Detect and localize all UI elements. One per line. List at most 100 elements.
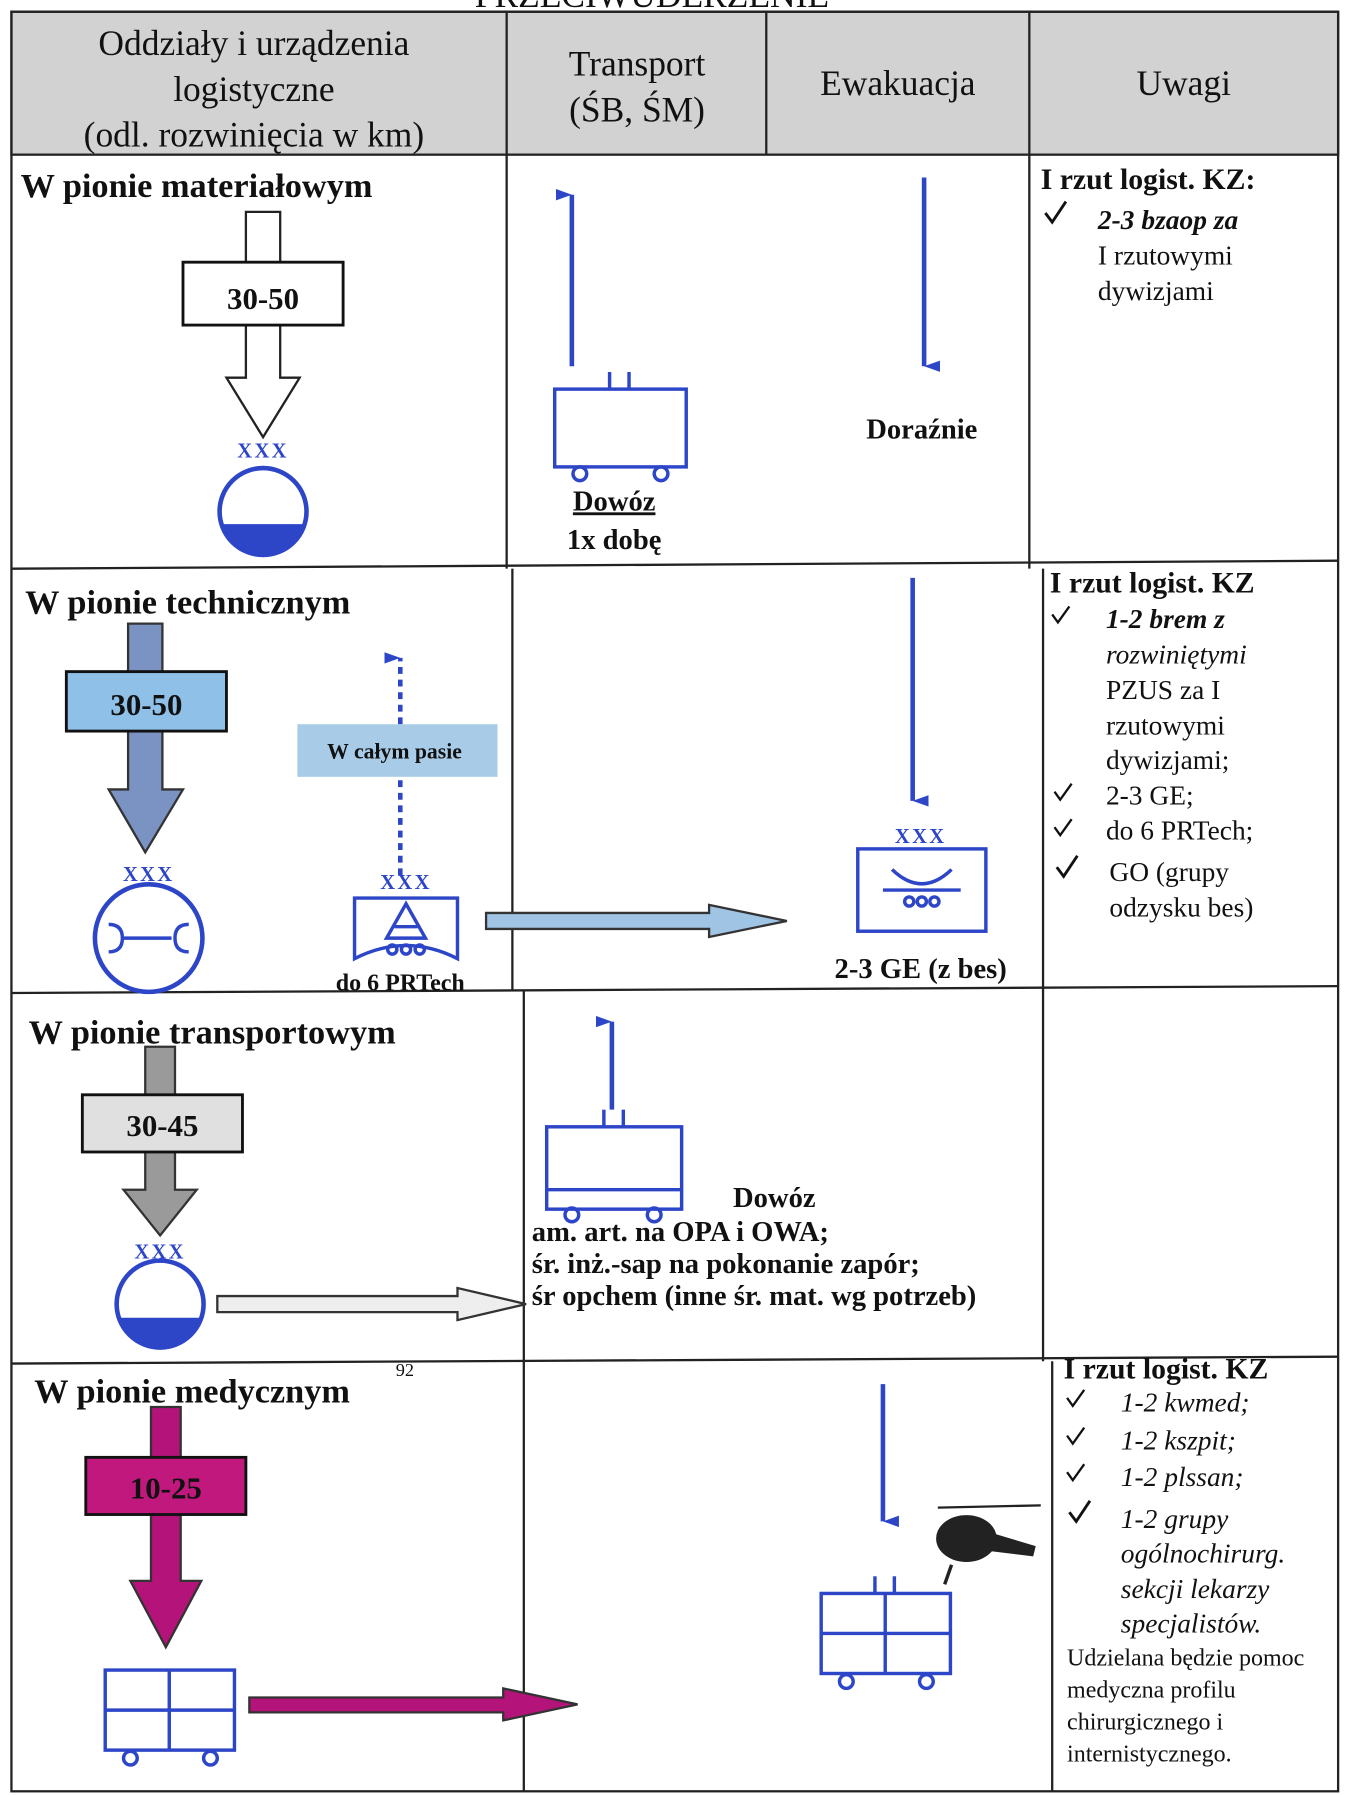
arrow <box>216 1286 527 1322</box>
remarks-line: 1-2 plssan; <box>1121 1462 1244 1492</box>
distance-box <box>64 670 228 733</box>
rotor <box>937 1504 1041 1509</box>
row-line <box>11 984 1339 995</box>
header-cell: (ŚB, ŚM) <box>569 90 705 130</box>
arrow <box>484 903 788 939</box>
transport-label: Dowóz <box>733 1183 816 1214</box>
transport-label: Dowóz <box>573 486 656 517</box>
header-cell: Transport <box>569 44 706 84</box>
footnote: 92 <box>396 1360 414 1380</box>
wheel <box>121 1749 139 1767</box>
transport-label: am. art. na OPA i OWA; <box>532 1217 829 1248</box>
remarks-line: 1-2 kwmed; <box>1121 1388 1250 1418</box>
remarks-line: rzutowymi <box>1106 711 1225 741</box>
unit-icon-fill <box>118 1317 202 1348</box>
remarks-note: internistycznego. <box>1067 1742 1232 1768</box>
med-vehicle-icon <box>103 1668 237 1767</box>
distance-box <box>181 260 345 327</box>
wheel <box>652 465 670 483</box>
distance-box <box>84 1455 248 1516</box>
arrow <box>106 622 186 855</box>
wheel <box>201 1749 220 1767</box>
ge-label: 2-3 GE (z bes) <box>835 954 1007 985</box>
remarks-line: odzysku bes) <box>1109 892 1253 922</box>
helicopter-icon <box>936 1504 1041 1585</box>
unit-symbol: XXX <box>134 1241 185 1263</box>
remarks-line: dywizjami <box>1098 276 1214 306</box>
wheel <box>413 943 427 956</box>
section-title: W pionie materiałowym <box>21 167 373 205</box>
wheel <box>563 1206 581 1224</box>
unit-symbol: XXX <box>123 864 174 886</box>
fuselage <box>936 1515 997 1562</box>
remarks-note: medyczna profilu <box>1067 1678 1236 1704</box>
check-mark <box>1053 783 1073 802</box>
ge-icon <box>856 847 988 933</box>
prtech-symbol <box>383 900 429 940</box>
remarks-line: 2-3 GE; <box>1106 780 1194 810</box>
remarks-line: PZUS za I <box>1106 675 1220 705</box>
wheel <box>928 895 941 908</box>
header-cell: logistyczne <box>173 69 334 109</box>
distance: 30-45 <box>126 1108 198 1143</box>
remarks-line: ogólnochirurg. <box>1121 1539 1285 1569</box>
check-mark <box>1053 818 1073 838</box>
table-border <box>10 10 1340 1793</box>
check-mark <box>1055 854 1079 879</box>
unit-symbol: XXX <box>380 872 431 894</box>
wheel <box>385 943 399 956</box>
wheel <box>915 895 929 908</box>
remarks-line: GO (grupy <box>1109 857 1229 887</box>
unit-symbol: XXX <box>237 441 288 463</box>
transport-label: śr. inż.-sap na pokonanie zapór; <box>532 1249 920 1280</box>
evacuation-label: Doraźnie <box>866 414 977 445</box>
check-mark <box>1051 605 1071 625</box>
header-cell: Ewakuacja <box>820 63 976 103</box>
table-grid <box>10 10 1340 1793</box>
remarks-line: I rzutowymi <box>1098 240 1233 270</box>
transport-label: 1x dobę <box>567 525 661 556</box>
gear <box>943 1564 954 1585</box>
header-cell: Oddziały i urządzenia <box>98 23 409 63</box>
header-cell: (odl. rozwinięcia w km) <box>84 115 424 155</box>
wheel <box>399 943 413 956</box>
remarks-line: sekcji lekarzy <box>1121 1574 1270 1604</box>
distance: 30-50 <box>110 687 182 722</box>
check-mark <box>1044 200 1068 225</box>
remarks-note: chirurgicznego i <box>1067 1710 1223 1736</box>
band-label: W całym pasie <box>327 740 462 764</box>
remarks-note: Udzielana będzie pomoc <box>1067 1645 1304 1671</box>
remarks-line: 1-2 kszpit; <box>1121 1425 1236 1455</box>
distance: 10-25 <box>130 1471 202 1506</box>
header-cell: Uwagi <box>1136 63 1231 103</box>
remarks-line: dywizjami; <box>1106 745 1229 775</box>
wheel <box>902 895 916 908</box>
vehicle-body <box>552 387 688 469</box>
band-box <box>297 724 498 777</box>
remarks-line: specjalistów. <box>1121 1608 1261 1638</box>
ge-symbol <box>882 868 961 892</box>
wheel <box>917 1672 935 1691</box>
vehicle-icon <box>552 371 688 483</box>
ge-frame <box>856 847 988 933</box>
remarks-title: I rzut logist. KZ <box>1064 1353 1269 1385</box>
remarks-line: 2-3 bzaop za <box>1097 205 1239 235</box>
section-title: W pionie transportowym <box>29 1013 396 1051</box>
wrench-symbol <box>108 922 189 954</box>
remarks-title: I rzut logist. KZ: <box>1041 164 1256 196</box>
wheel <box>571 465 589 483</box>
remarks-line: 1-2 brem z <box>1106 604 1225 634</box>
remarks-line: rozwiniętymi <box>1106 640 1247 670</box>
wheel <box>837 1672 855 1691</box>
check-mark <box>1066 1463 1086 1483</box>
vehicle-icon <box>544 1109 684 1224</box>
transport-label: śr opchem (inne śr. mat. wg potrzeb) <box>532 1281 977 1312</box>
tail <box>985 1532 1036 1557</box>
row-line <box>11 1355 1339 1365</box>
remarks-line: 1-2 grupy <box>1121 1504 1229 1534</box>
unit-symbol: XXX <box>895 826 946 848</box>
vehicle-body <box>544 1125 684 1211</box>
section-title: W pionie technicznym <box>25 583 350 621</box>
arrow <box>128 1405 204 1650</box>
